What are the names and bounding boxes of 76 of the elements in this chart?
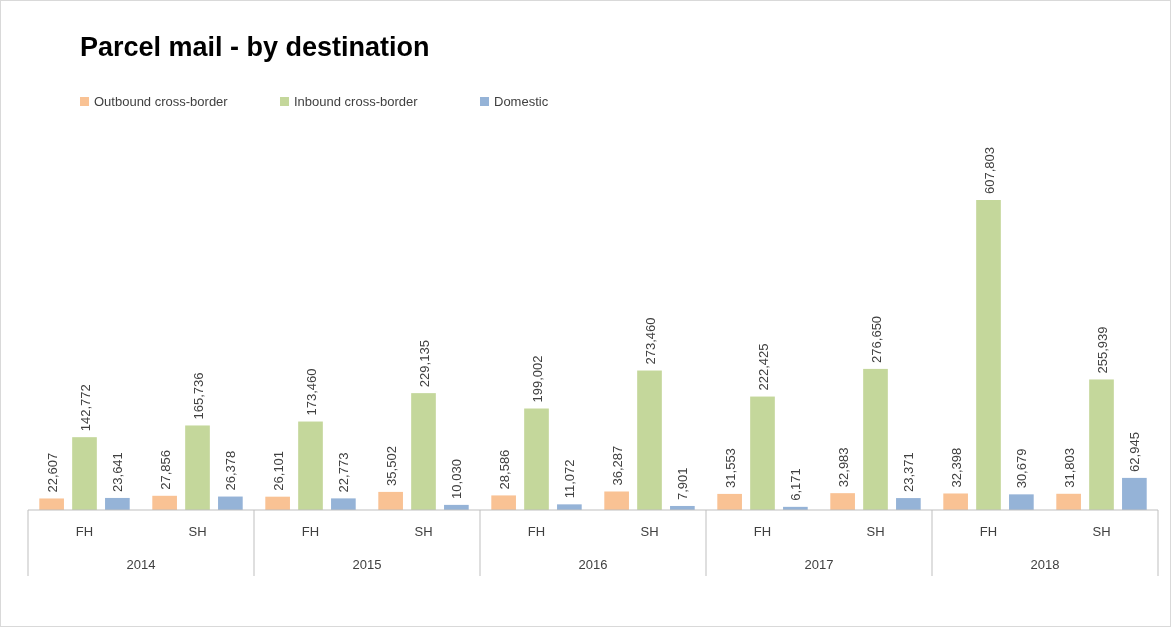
x-tick-label: FH	[527, 524, 546, 539]
data-label: 165,736	[190, 372, 206, 420]
bar	[1009, 494, 1034, 510]
bar	[896, 498, 921, 510]
data-label: 32,398	[948, 447, 964, 488]
bar	[943, 493, 968, 510]
bar	[105, 497, 130, 510]
x-tick-label: FH	[75, 524, 94, 539]
text: 2015	[352, 557, 382, 572]
text: 2016	[578, 557, 608, 572]
bar	[265, 496, 290, 510]
data-label: 28,586	[496, 449, 512, 490]
bar	[152, 495, 177, 510]
bar	[39, 498, 64, 510]
bar	[637, 370, 662, 510]
data-label: 62,945	[1127, 432, 1143, 472]
data-label: 6,171	[788, 468, 804, 501]
legend-label: Outbound cross-border	[94, 94, 229, 109]
data-label: 23,641	[110, 452, 126, 492]
data-label: 31,803	[1061, 448, 1077, 488]
data-label: 11,072	[562, 459, 578, 499]
data-label: 10,030	[449, 459, 465, 499]
bar	[717, 493, 742, 510]
data-label: 229,135	[416, 340, 432, 388]
text: 2014	[126, 557, 156, 572]
bar	[72, 437, 97, 510]
text: 2017	[804, 557, 834, 572]
bar	[976, 200, 1001, 510]
x-tick-label: SH	[188, 524, 207, 539]
bar	[604, 491, 629, 510]
x-tick-label: SH	[1092, 524, 1111, 539]
bar	[863, 368, 888, 510]
data-label: 36,287	[609, 445, 625, 486]
bar	[830, 493, 855, 510]
data-label: 22,773	[336, 452, 352, 493]
legend-label: Inbound cross-border	[294, 94, 419, 109]
data-label: 22,607	[44, 452, 60, 493]
x-tick-label: SH	[414, 524, 433, 539]
x-tick-label: FH	[979, 524, 998, 539]
data-label: 31,553	[722, 448, 738, 488]
bar	[491, 495, 516, 510]
chart-title: Parcel mail - by destination	[80, 32, 430, 62]
bar	[185, 425, 210, 510]
data-label: 222,425	[755, 343, 771, 391]
data-label: 142,772	[77, 384, 93, 432]
data-label: 32,983	[835, 447, 851, 488]
data-label: 26,101	[270, 450, 286, 491]
bar	[1089, 379, 1114, 510]
data-label: 607,803	[981, 147, 997, 194]
data-label: 273,460	[642, 317, 658, 365]
bar	[524, 408, 549, 510]
data-label: 276,650	[868, 315, 884, 363]
data-label: 173,460	[303, 368, 319, 416]
legend-label: Domestic	[494, 94, 549, 109]
bar	[331, 498, 356, 510]
x-tick-label: FH	[753, 524, 772, 539]
data-label: 26,378	[223, 450, 239, 491]
data-label: 35,502	[383, 446, 399, 486]
data-label: 7,901	[675, 467, 691, 500]
data-label: 23,371	[901, 452, 917, 493]
bar	[750, 396, 775, 510]
bar	[557, 504, 582, 510]
x-tick-label: SH	[866, 524, 885, 539]
data-label: 30,679	[1014, 448, 1030, 489]
bar	[1056, 493, 1081, 510]
data-label: 199,002	[529, 355, 545, 403]
x-tick-label: FH	[301, 524, 320, 539]
text: 2018	[1030, 557, 1060, 572]
bar	[218, 496, 243, 510]
data-label: 27,856	[157, 450, 173, 490]
bar	[411, 393, 436, 510]
bar	[298, 421, 323, 510]
data-label: 255,939	[1094, 326, 1110, 374]
bar	[378, 491, 403, 510]
x-tick-label: SH	[640, 524, 659, 539]
bar	[1122, 477, 1147, 510]
